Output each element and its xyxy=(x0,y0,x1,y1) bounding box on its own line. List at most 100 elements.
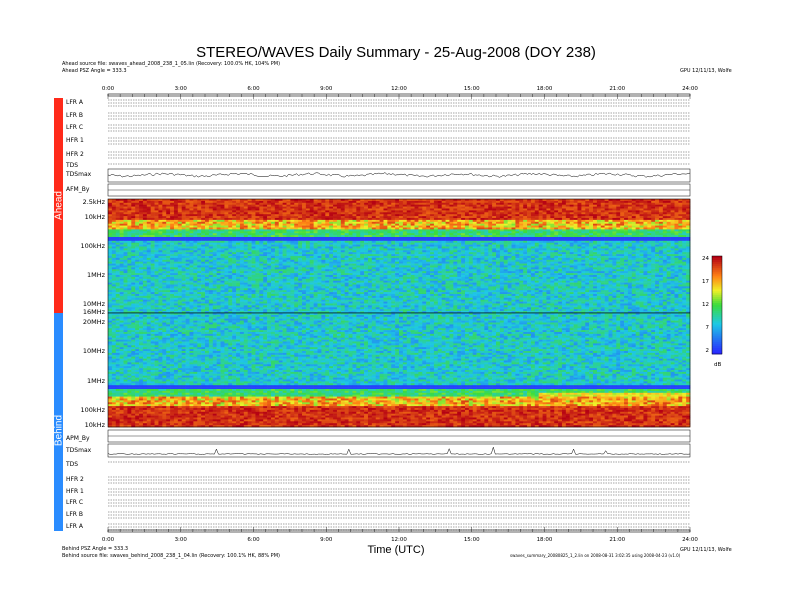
heatmap-cell xyxy=(496,248,501,251)
heatmap-cell xyxy=(364,225,369,228)
heatmap-cell xyxy=(651,221,656,224)
heatmap-cell xyxy=(569,204,574,207)
heatmap-cell xyxy=(585,233,590,236)
heatmap-cell xyxy=(158,206,163,209)
heatmap-cell xyxy=(270,216,276,219)
heatmap-cell xyxy=(336,229,342,232)
heatmap-cell xyxy=(336,200,342,204)
heatmap-cell xyxy=(193,210,198,213)
heatmap-cell xyxy=(445,219,450,223)
heatmap-cell xyxy=(278,218,283,221)
heatmap-cell xyxy=(220,204,225,207)
heatmap-cell xyxy=(247,256,252,259)
heatmap-cell xyxy=(270,221,276,224)
heatmap-cell xyxy=(662,233,668,236)
heatmap-cell xyxy=(212,252,217,255)
heatmap-cell xyxy=(317,250,322,253)
heatmap-cell xyxy=(173,221,179,224)
heatmap-cell xyxy=(464,219,470,223)
heatmap-cell xyxy=(433,231,439,234)
heatmap-cell xyxy=(236,259,241,262)
heatmap-cell xyxy=(527,231,532,234)
heatmap-cell xyxy=(139,219,144,223)
heatmap-cell xyxy=(263,233,268,236)
heatmap-cell xyxy=(569,254,574,257)
heatmap-cell xyxy=(333,219,338,223)
heatmap-cell xyxy=(511,238,516,242)
heatmap-cell xyxy=(546,202,551,205)
heatmap-cell xyxy=(189,238,194,242)
heatmap-cell xyxy=(600,200,605,204)
heatmap-cell xyxy=(309,237,314,240)
heatmap-cell xyxy=(173,206,179,209)
heatmap-cell xyxy=(523,202,528,205)
heatmap-cell xyxy=(356,244,361,247)
heatmap-cell xyxy=(507,252,512,255)
heatmap-cell xyxy=(375,240,380,243)
heatmap-cell xyxy=(216,240,221,243)
heatmap-cell xyxy=(158,202,163,205)
heatmap-cell xyxy=(449,233,454,236)
heatmap-cell xyxy=(360,233,365,236)
heatmap-cell xyxy=(212,242,217,245)
heatmap-cell xyxy=(492,246,497,249)
heatmap-cell xyxy=(426,246,431,249)
heatmap-cell xyxy=(154,242,159,245)
heatmap-cell xyxy=(212,229,217,232)
heatmap-cell xyxy=(329,242,334,245)
heatmap-cell xyxy=(651,202,656,205)
heatmap-cell xyxy=(538,208,543,211)
heatmap-cell xyxy=(480,202,485,205)
heatmap-cell xyxy=(596,237,602,240)
heatmap-cell xyxy=(135,227,140,230)
heatmap-cell xyxy=(185,199,190,202)
heatmap-cell xyxy=(655,219,660,223)
heatmap-cell xyxy=(348,244,353,247)
heatmap-cell xyxy=(418,208,423,211)
heatmap-cell xyxy=(216,216,221,219)
heatmap-cell xyxy=(624,208,629,211)
heatmap-cell xyxy=(561,235,567,238)
heatmap-cell xyxy=(488,216,493,219)
heatmap-cell xyxy=(243,257,248,261)
heatmap-cell xyxy=(139,257,144,261)
heatmap-cell xyxy=(686,218,691,221)
heatmap-cell xyxy=(313,240,318,243)
heatmap-cell xyxy=(193,237,198,240)
heatmap-cell xyxy=(402,257,408,261)
heatmap-cell xyxy=(290,244,295,247)
heatmap-cell xyxy=(430,238,435,242)
heatmap-cell xyxy=(585,237,590,240)
heatmap-cell xyxy=(162,244,167,247)
heatmap-cell xyxy=(189,225,194,228)
heatmap-cell xyxy=(142,237,148,240)
heatmap-cell xyxy=(340,252,345,255)
heatmap-cell xyxy=(139,244,144,247)
heatmap-cell xyxy=(321,223,326,226)
heatmap-cell xyxy=(426,235,431,238)
heatmap-cell xyxy=(519,237,524,240)
heatmap-cell xyxy=(554,237,559,240)
heatmap-cell xyxy=(259,216,264,219)
heatmap-cell xyxy=(282,212,287,215)
heatmap-cell xyxy=(430,206,435,209)
heatmap-cell xyxy=(247,257,252,261)
heatmap-cell xyxy=(511,221,516,224)
heatmap-cell xyxy=(647,223,652,226)
heatmap-cell xyxy=(142,208,148,211)
heatmap-cell xyxy=(158,259,163,262)
heatmap-cell xyxy=(321,240,326,243)
heatmap-cell xyxy=(612,233,617,236)
heatmap-cell xyxy=(674,257,679,261)
heatmap-cell xyxy=(496,250,501,253)
heatmap-cell xyxy=(406,240,411,243)
heatmap-cell xyxy=(162,259,167,262)
heatmap-cell xyxy=(577,227,582,230)
heatmap-cell xyxy=(480,240,485,243)
heatmap-cell xyxy=(251,227,256,230)
heatmap-cell xyxy=(558,204,563,207)
heatmap-cell xyxy=(581,223,586,226)
heatmap-cell xyxy=(131,257,136,261)
heatmap-cell xyxy=(464,248,470,251)
heatmap-cell xyxy=(593,248,598,251)
